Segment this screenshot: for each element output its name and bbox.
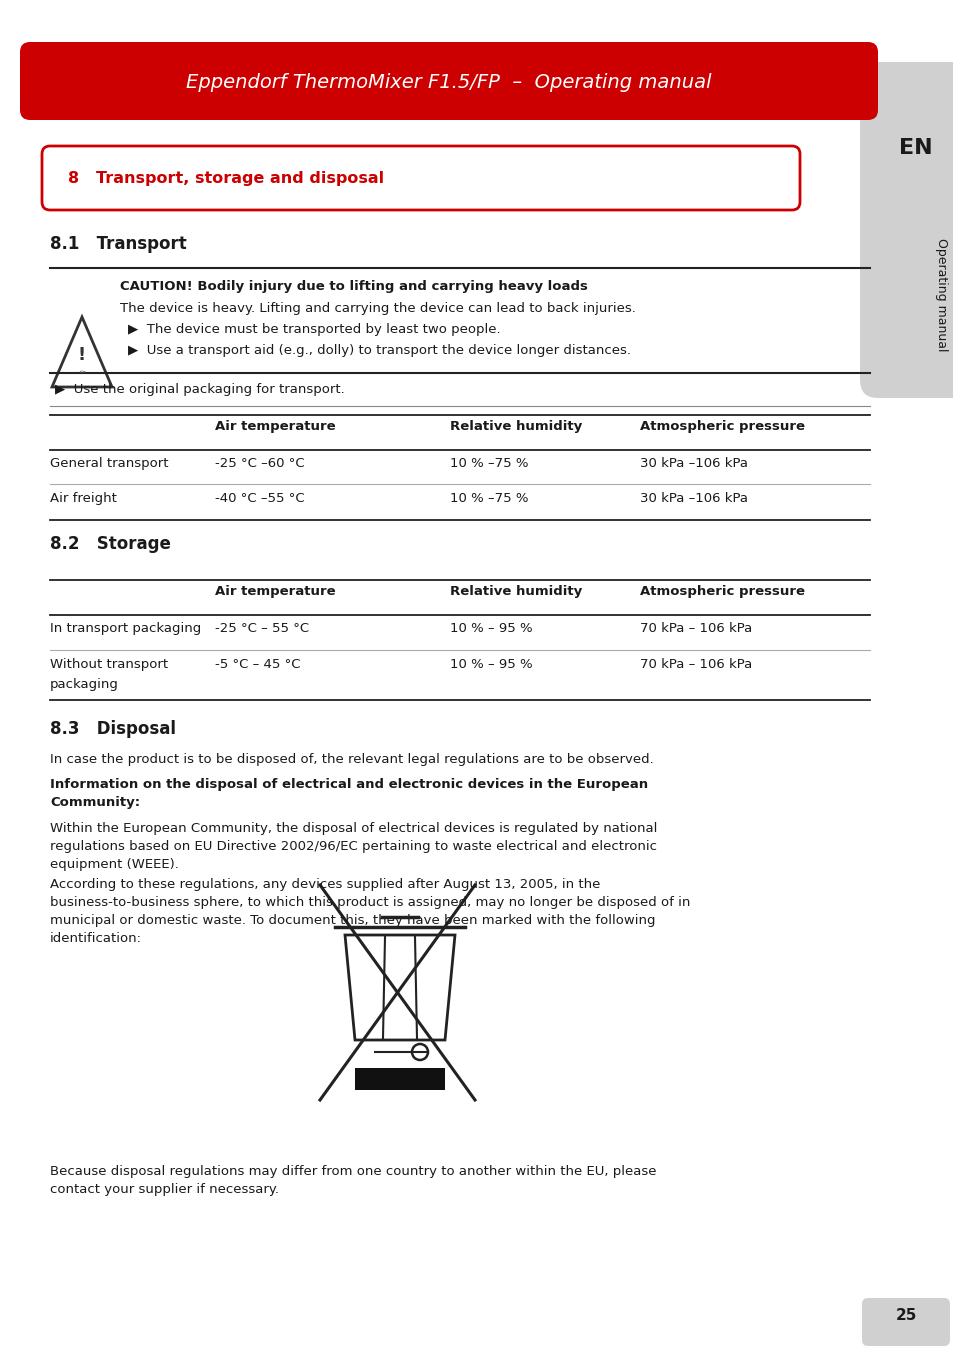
- Text: 10 % –75 %: 10 % –75 %: [450, 458, 528, 470]
- Text: The device is heavy. Lifting and carrying the device can lead to back injuries.: The device is heavy. Lifting and carryin…: [120, 302, 636, 315]
- Text: Relative humidity: Relative humidity: [450, 420, 581, 433]
- FancyBboxPatch shape: [355, 1068, 444, 1090]
- Text: Air freight: Air freight: [50, 492, 117, 505]
- FancyBboxPatch shape: [862, 1298, 949, 1346]
- Text: Air temperature: Air temperature: [214, 420, 335, 433]
- Text: In transport packaging: In transport packaging: [50, 621, 201, 635]
- Text: ⚰: ⚰: [78, 367, 86, 376]
- Text: In case the product is to be disposed of, the relevant legal regulations are to : In case the product is to be disposed of…: [50, 753, 653, 766]
- Text: 8.3   Disposal: 8.3 Disposal: [50, 720, 175, 738]
- Text: 25: 25: [894, 1308, 916, 1323]
- Text: -5 °C – 45 °C: -5 °C – 45 °C: [214, 658, 300, 672]
- Text: packaging: packaging: [50, 678, 119, 691]
- Text: 70 kPa – 106 kPa: 70 kPa – 106 kPa: [639, 658, 752, 672]
- Text: General transport: General transport: [50, 458, 169, 470]
- Text: Operating manual: Operating manual: [935, 238, 947, 352]
- Text: Atmospheric pressure: Atmospheric pressure: [639, 420, 804, 433]
- Text: 8.2   Storage: 8.2 Storage: [50, 535, 171, 552]
- Text: ▶  Use the original packaging for transport.: ▶ Use the original packaging for transpo…: [55, 383, 344, 395]
- Text: Air temperature: Air temperature: [214, 585, 335, 598]
- Text: Without transport: Without transport: [50, 658, 168, 672]
- Text: -25 °C –60 °C: -25 °C –60 °C: [214, 458, 304, 470]
- Text: ▶  Use a transport aid (e.g., dolly) to transport the device longer distances.: ▶ Use a transport aid (e.g., dolly) to t…: [128, 344, 630, 357]
- Text: Because disposal regulations may differ from one country to another within the E: Because disposal regulations may differ …: [50, 1164, 656, 1196]
- Text: Information on the disposal of electrical and electronic devices in the European: Information on the disposal of electrica…: [50, 779, 647, 808]
- Text: Within the European Community, the disposal of electrical devices is regulated b: Within the European Community, the dispo…: [50, 822, 657, 871]
- Text: ▶  The device must be transported by least two people.: ▶ The device must be transported by leas…: [128, 324, 500, 336]
- Text: Atmospheric pressure: Atmospheric pressure: [639, 585, 804, 598]
- Text: 30 kPa –106 kPa: 30 kPa –106 kPa: [639, 492, 747, 505]
- Text: 10 % – 95 %: 10 % – 95 %: [450, 621, 532, 635]
- Text: 8   Transport, storage and disposal: 8 Transport, storage and disposal: [68, 171, 384, 185]
- FancyBboxPatch shape: [20, 42, 877, 121]
- Text: Eppendorf ThermoMixer F1.5/FP  –  Operating manual: Eppendorf ThermoMixer F1.5/FP – Operatin…: [186, 73, 711, 92]
- Text: According to these regulations, any devices supplied after August 13, 2005, in t: According to these regulations, any devi…: [50, 877, 690, 945]
- Text: -25 °C – 55 °C: -25 °C – 55 °C: [214, 621, 309, 635]
- Text: 70 kPa – 106 kPa: 70 kPa – 106 kPa: [639, 621, 752, 635]
- Text: Relative humidity: Relative humidity: [450, 585, 581, 598]
- FancyBboxPatch shape: [42, 146, 800, 210]
- Text: EN: EN: [899, 138, 932, 158]
- Text: 8.1   Transport: 8.1 Transport: [50, 236, 187, 253]
- Text: 30 kPa –106 kPa: 30 kPa –106 kPa: [639, 458, 747, 470]
- Text: CAUTION! Bodily injury due to lifting and carrying heavy loads: CAUTION! Bodily injury due to lifting an…: [120, 280, 587, 292]
- FancyBboxPatch shape: [859, 62, 953, 398]
- Text: 10 % – 95 %: 10 % – 95 %: [450, 658, 532, 672]
- Text: -40 °C –55 °C: -40 °C –55 °C: [214, 492, 304, 505]
- Text: !: !: [78, 347, 86, 364]
- Text: 10 % –75 %: 10 % –75 %: [450, 492, 528, 505]
